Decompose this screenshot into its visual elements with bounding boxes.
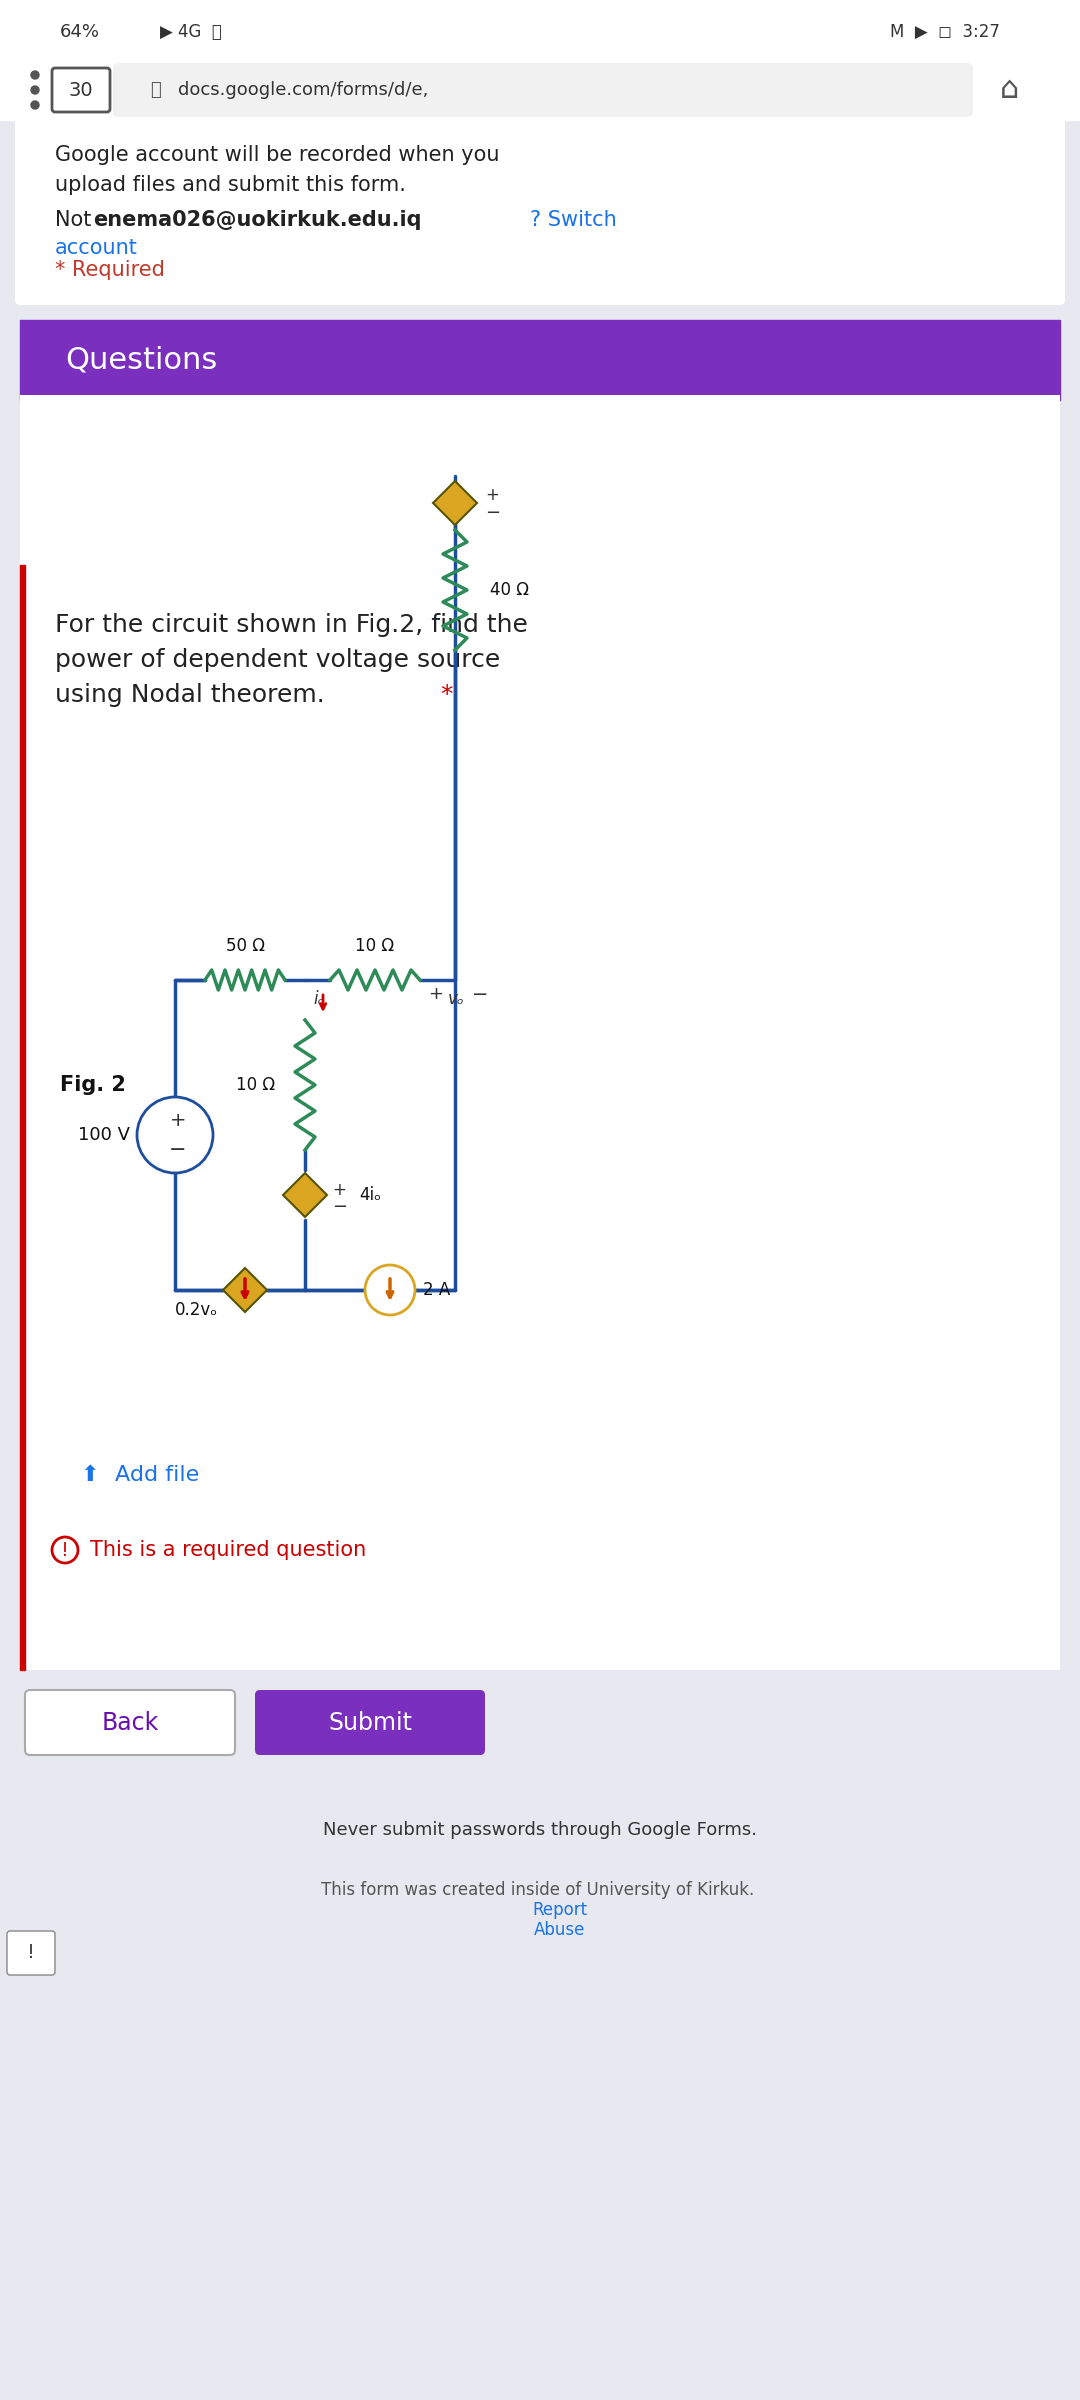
Text: ? Switch: ? Switch bbox=[530, 209, 617, 230]
Bar bbox=[0, 1930, 60, 1980]
Bar bbox=[21, 564, 25, 1670]
Text: +: + bbox=[170, 1111, 186, 1130]
Text: −: − bbox=[472, 984, 488, 1003]
FancyBboxPatch shape bbox=[15, 115, 1065, 305]
Text: 10 Ω: 10 Ω bbox=[355, 936, 394, 955]
Bar bbox=[0, 50, 1080, 120]
Text: power of dependent voltage source: power of dependent voltage source bbox=[55, 648, 500, 672]
Circle shape bbox=[52, 1536, 78, 1562]
Text: using Nodal theorem.: using Nodal theorem. bbox=[55, 684, 333, 708]
Polygon shape bbox=[283, 1174, 327, 1217]
Bar bbox=[21, 319, 1059, 401]
Circle shape bbox=[31, 72, 39, 79]
Text: 100 V: 100 V bbox=[78, 1126, 130, 1145]
Circle shape bbox=[31, 86, 39, 94]
Text: 64%: 64% bbox=[60, 24, 100, 41]
Text: *: * bbox=[440, 684, 453, 708]
Text: upload files and submit this form.: upload files and submit this form. bbox=[55, 175, 406, 194]
Text: 30: 30 bbox=[69, 82, 93, 98]
Text: 50 Ω: 50 Ω bbox=[226, 936, 265, 955]
Text: iₒ: iₒ bbox=[313, 989, 324, 1008]
Polygon shape bbox=[433, 480, 477, 526]
Text: ⌂: ⌂ bbox=[1000, 74, 1020, 106]
Bar bbox=[0, 0, 1080, 50]
Text: * Required: * Required bbox=[55, 259, 165, 281]
FancyBboxPatch shape bbox=[21, 396, 1059, 569]
Text: +: + bbox=[332, 1181, 346, 1200]
Circle shape bbox=[137, 1097, 213, 1174]
FancyBboxPatch shape bbox=[25, 1690, 235, 1754]
Polygon shape bbox=[222, 1267, 267, 1313]
Text: +: + bbox=[428, 984, 443, 1003]
Text: ⬆: ⬆ bbox=[80, 1464, 98, 1486]
Text: !: ! bbox=[62, 1541, 69, 1560]
FancyBboxPatch shape bbox=[6, 1932, 55, 1975]
Text: docs.google.com/forms/d/e,: docs.google.com/forms/d/e, bbox=[178, 82, 429, 98]
Text: enema026@uokirkuk.edu.iq: enema026@uokirkuk.edu.iq bbox=[93, 209, 421, 230]
Text: 🔒: 🔒 bbox=[150, 82, 161, 98]
Text: For the circuit shown in Fig.2, find the: For the circuit shown in Fig.2, find the bbox=[55, 612, 528, 636]
Text: 40 Ω: 40 Ω bbox=[490, 581, 529, 600]
FancyBboxPatch shape bbox=[255, 1690, 485, 1754]
Text: 4iₒ: 4iₒ bbox=[359, 1186, 381, 1205]
Circle shape bbox=[31, 101, 39, 108]
FancyBboxPatch shape bbox=[113, 62, 973, 118]
Text: This is a required question: This is a required question bbox=[90, 1541, 366, 1560]
Text: M  ▶  ◻  3:27: M ▶ ◻ 3:27 bbox=[890, 24, 1000, 41]
Text: 0.2vₒ: 0.2vₒ bbox=[175, 1301, 218, 1320]
Text: Questions: Questions bbox=[65, 346, 217, 374]
Text: Not: Not bbox=[55, 209, 98, 230]
Text: 2 A: 2 A bbox=[423, 1282, 450, 1298]
Text: Submit: Submit bbox=[328, 1711, 411, 1735]
Text: Google account will be recorded when you: Google account will be recorded when you bbox=[55, 144, 499, 166]
FancyBboxPatch shape bbox=[21, 564, 1059, 1670]
Text: ▶ 4G  ⏰: ▶ 4G ⏰ bbox=[160, 24, 221, 41]
FancyBboxPatch shape bbox=[52, 67, 110, 113]
Text: Back: Back bbox=[102, 1711, 159, 1735]
Text: Add file: Add file bbox=[114, 1464, 199, 1486]
Text: account: account bbox=[55, 238, 138, 257]
FancyBboxPatch shape bbox=[21, 319, 1059, 569]
Text: This form was created inside of University of Kirkuk.: This form was created inside of Universi… bbox=[321, 1882, 759, 1898]
Text: −: − bbox=[170, 1140, 187, 1159]
Text: vₒ: vₒ bbox=[448, 989, 464, 1008]
Text: !: ! bbox=[27, 1944, 35, 1963]
Text: 10 Ω: 10 Ω bbox=[235, 1075, 275, 1094]
Circle shape bbox=[365, 1265, 415, 1315]
Text: −: − bbox=[485, 504, 500, 521]
Text: Never submit passwords through Google Forms.: Never submit passwords through Google Fo… bbox=[323, 1822, 757, 1838]
Text: Fig. 2: Fig. 2 bbox=[60, 1075, 126, 1094]
Text: +: + bbox=[485, 485, 499, 504]
Text: Report
Abuse: Report Abuse bbox=[532, 1901, 588, 1939]
Text: −: − bbox=[332, 1198, 347, 1217]
